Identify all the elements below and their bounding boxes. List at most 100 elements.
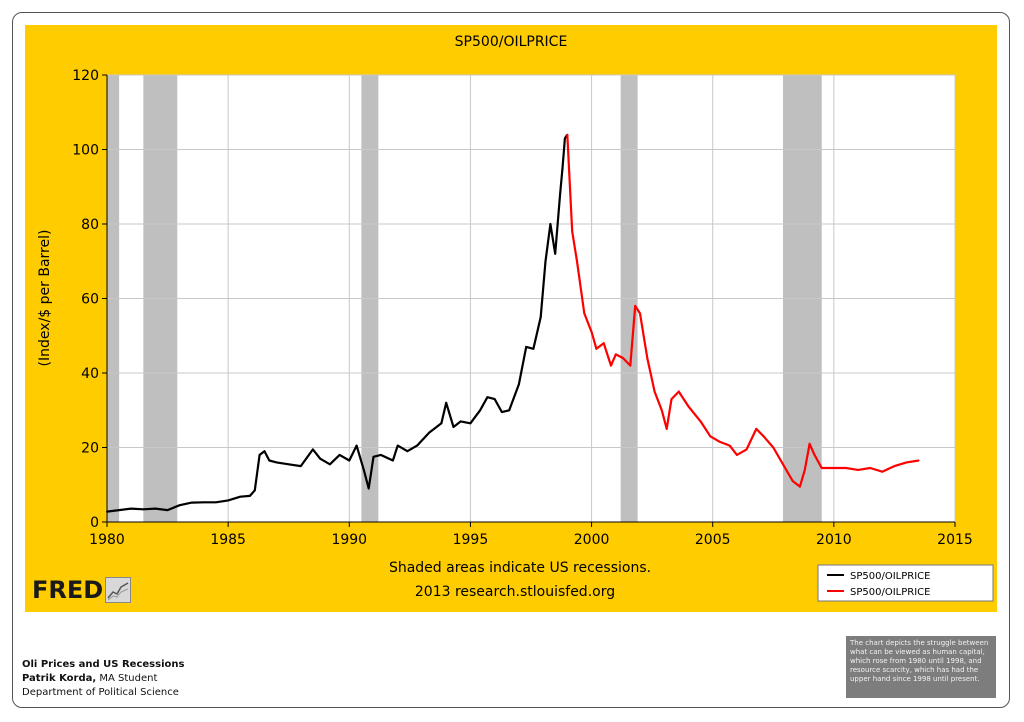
data-point bbox=[772, 446, 775, 449]
data-point bbox=[665, 427, 668, 430]
data-point bbox=[709, 435, 712, 438]
data-point bbox=[249, 495, 251, 497]
data-point bbox=[203, 501, 205, 504]
source-note: 2013 research.stlouisfed.org bbox=[415, 584, 615, 600]
series-line-1 bbox=[106, 134, 569, 513]
data-point bbox=[445, 401, 448, 404]
data-point bbox=[501, 411, 503, 414]
data-point bbox=[517, 383, 520, 386]
series-line-2 bbox=[566, 134, 919, 488]
data-point bbox=[571, 230, 574, 233]
data-point bbox=[808, 442, 811, 445]
data-point bbox=[576, 260, 578, 263]
chart-panel: SP500/OILPRICE 0 20 40 60 80 100 120 1980 1985 19… bbox=[25, 25, 997, 612]
recession-note: Shaded areas indicate US recessions. bbox=[389, 560, 651, 576]
y-tick-label: 40 bbox=[81, 366, 99, 382]
legend: SP500/OILPRICE SP500/OILPRICE bbox=[817, 564, 994, 602]
data-point bbox=[549, 223, 552, 225]
data-point bbox=[362, 468, 365, 471]
data-point bbox=[820, 467, 823, 469]
data-point bbox=[564, 137, 566, 140]
data-point bbox=[479, 409, 482, 412]
author-name: Patrik Korda, bbox=[22, 673, 97, 684]
chart: SP500/OILPRICE 0 20 40 60 80 100 120 1980 1985 19… bbox=[37, 34, 994, 602]
data-point bbox=[525, 346, 528, 348]
author-role: MA Student bbox=[99, 673, 158, 684]
legend-label-1: SP500/OILPRICE bbox=[850, 571, 930, 582]
data-point bbox=[566, 133, 569, 136]
data-point bbox=[338, 454, 341, 456]
data-point bbox=[917, 459, 920, 462]
footer-title: Oli Prices and US Recessions bbox=[22, 659, 185, 670]
data-point bbox=[142, 508, 145, 511]
data-point bbox=[799, 485, 801, 488]
data-point bbox=[595, 347, 598, 350]
data-point bbox=[391, 459, 394, 462]
data-point bbox=[791, 480, 794, 482]
series-lines bbox=[106, 133, 920, 513]
data-point bbox=[379, 454, 382, 456]
data-point bbox=[428, 431, 431, 434]
data-point bbox=[227, 499, 230, 502]
data-point bbox=[486, 396, 489, 399]
data-point bbox=[268, 459, 271, 462]
data-point bbox=[610, 364, 612, 367]
data-point bbox=[253, 489, 256, 492]
data-point bbox=[459, 420, 462, 423]
data-point bbox=[660, 409, 663, 412]
data-point bbox=[602, 342, 605, 345]
y-tick-label: 20 bbox=[81, 441, 99, 457]
data-point bbox=[728, 444, 731, 447]
data-point bbox=[653, 390, 656, 393]
data-point bbox=[699, 420, 702, 423]
x-tick-label: 1995 bbox=[453, 532, 489, 548]
footer-author: Patrik Korda, MA Student bbox=[22, 672, 184, 686]
x-tick-label: 2010 bbox=[816, 532, 852, 548]
data-point bbox=[118, 509, 121, 511]
data-point bbox=[803, 468, 806, 471]
data-point bbox=[634, 305, 637, 307]
data-point bbox=[329, 463, 331, 466]
data-point bbox=[539, 316, 542, 319]
data-point bbox=[677, 390, 680, 393]
data-point bbox=[845, 467, 847, 469]
data-point bbox=[629, 364, 632, 367]
x-tick-label: 1980 bbox=[89, 532, 125, 548]
data-point bbox=[857, 468, 859, 471]
y-tick-label: 60 bbox=[81, 292, 99, 308]
x-tick-label: 2005 bbox=[695, 532, 731, 548]
data-point bbox=[348, 459, 351, 462]
fred-logo-text: FRED bbox=[32, 576, 104, 604]
footer-credits: Oli Prices and US Recessions Patrik Kord… bbox=[22, 658, 184, 700]
data-point bbox=[355, 444, 358, 447]
data-point bbox=[416, 444, 419, 447]
x-tick-label: 1990 bbox=[331, 532, 367, 548]
data-point bbox=[319, 457, 322, 460]
data-point bbox=[166, 509, 169, 511]
data-point bbox=[275, 461, 278, 464]
y-tick-label: 100 bbox=[72, 143, 99, 159]
y-axis-label: (Index/$ per Barrel) bbox=[37, 230, 53, 367]
legend-label-2: SP500/OILPRICE bbox=[850, 587, 930, 598]
data-point bbox=[508, 409, 511, 412]
data-point bbox=[396, 444, 399, 447]
axis-ticks: 0 20 40 60 80 100 120 1980 1985 1990 1995 2000 2005 2… bbox=[72, 68, 973, 548]
data-point bbox=[469, 422, 472, 425]
x-tick-label: 2000 bbox=[574, 532, 610, 548]
description-note: The chart depicts the struggle between w… bbox=[846, 636, 996, 698]
y-tick-label: 0 bbox=[90, 515, 99, 531]
data-point bbox=[440, 422, 443, 425]
data-point bbox=[287, 463, 290, 466]
data-point bbox=[670, 398, 673, 400]
data-point bbox=[719, 441, 721, 443]
data-point bbox=[736, 454, 738, 456]
data-point bbox=[554, 252, 557, 255]
data-point bbox=[622, 357, 624, 359]
x-tick-label: 1985 bbox=[210, 532, 246, 548]
data-point bbox=[544, 260, 547, 263]
data-point bbox=[452, 426, 455, 428]
data-point bbox=[646, 357, 649, 359]
data-point bbox=[590, 331, 593, 333]
data-point bbox=[639, 312, 641, 315]
data-point bbox=[813, 454, 816, 456]
